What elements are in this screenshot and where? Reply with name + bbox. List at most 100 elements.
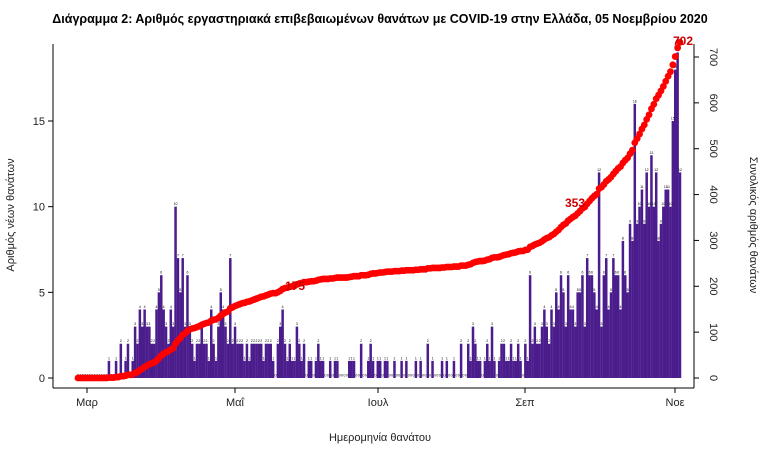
bar: [595, 309, 598, 378]
bar: [490, 326, 494, 378]
bar: [643, 223, 646, 378]
right-tick-label: 100: [707, 323, 719, 341]
bar-value-label: 2: [206, 339, 208, 343]
bar-value-label: 4: [282, 305, 284, 309]
bar-value-label: 3: [279, 322, 281, 326]
bar: [638, 206, 641, 378]
bar-value-label: 2: [501, 339, 503, 343]
bar: [647, 206, 651, 378]
bar-value-label: 1: [115, 356, 117, 360]
bar: [628, 223, 632, 378]
bar-value-label: 11: [666, 185, 670, 189]
bar-value-label: 1: [401, 356, 403, 360]
bar-value-label: 3: [234, 322, 236, 326]
bar-value-label: 9: [660, 219, 662, 223]
cumulative-point: [636, 130, 643, 138]
bar-value-label: 4: [570, 305, 572, 309]
bar-value-label: 8: [631, 236, 633, 240]
bar-value-label: 2: [236, 339, 238, 343]
bar-value-label: 2: [298, 339, 300, 343]
bar-value-label: 6: [160, 271, 162, 275]
bar-value-label: 3: [184, 322, 186, 326]
bar-value-label: 0: [436, 374, 438, 378]
bar: [631, 240, 634, 378]
x-tick-label: Μαΐ: [226, 397, 245, 409]
bar-value-label: 15: [671, 117, 675, 121]
bar: [248, 360, 251, 378]
bar-value-label: 2: [284, 339, 286, 343]
bar-value-label: 2: [191, 339, 193, 343]
bar-value-label: 2: [360, 339, 362, 343]
bar: [574, 326, 577, 378]
bar-value-label: 1: [441, 356, 443, 360]
bar: [526, 360, 529, 378]
bar: [645, 172, 648, 378]
bar-value-label: 3: [189, 322, 191, 326]
bar-value-label: 3: [165, 322, 167, 326]
bar: [383, 360, 387, 378]
bar-value-label: 5: [577, 288, 579, 292]
bar-value-label: 0: [439, 374, 441, 378]
bar-value-label: 1: [108, 356, 110, 360]
bar-value-label: 4: [170, 305, 172, 309]
bar: [271, 360, 275, 378]
bar: [307, 360, 311, 378]
left-tick-label: 10: [33, 202, 45, 214]
bar: [609, 292, 613, 378]
bar-value-label: 0: [363, 374, 365, 378]
bar-value-label: 1: [446, 356, 448, 360]
x-tick-label: Σεπ: [515, 397, 535, 409]
bar-value-label: 4: [608, 305, 610, 309]
bar-value-label: 1: [453, 356, 455, 360]
bar-value-label: 0: [434, 374, 436, 378]
bar: [224, 326, 227, 378]
x-tick-label: Ιουλ: [368, 397, 389, 409]
bar-value-label: 0: [465, 374, 467, 378]
bar-value-label: 9: [629, 219, 631, 223]
bar-value-label: 4: [572, 305, 574, 309]
bar-value-label: 1: [420, 356, 422, 360]
bar-value-label: 9: [636, 219, 638, 223]
bar-value-label: 2: [203, 339, 205, 343]
bar: [578, 292, 582, 378]
bar-value-label: 6: [591, 271, 593, 275]
bar: [314, 360, 318, 378]
bar: [145, 326, 149, 378]
bar: [602, 275, 606, 378]
x-axis-label: Ημερομηνία θανάτου: [329, 432, 431, 444]
bar-value-label: 0: [422, 374, 424, 378]
bar-value-label: 1: [132, 356, 134, 360]
bar-value-label: 1: [493, 356, 495, 360]
bar: [200, 326, 203, 378]
bar-value-label: 3: [541, 322, 543, 326]
bar-value-label: 2: [548, 339, 550, 343]
bar: [160, 275, 163, 378]
bar-value-label: 5: [610, 288, 612, 292]
bar: [493, 360, 496, 378]
bar-value-label: 6: [186, 271, 188, 275]
bar-value-label: 11: [664, 185, 668, 189]
bar-value-label: 0: [346, 374, 348, 378]
bar-value-label: 1: [308, 356, 310, 360]
cumulative-point: [671, 53, 679, 60]
bar: [581, 275, 584, 378]
bar-value-label: 1: [353, 356, 355, 360]
right-tick-label: 600: [707, 94, 719, 112]
bar: [309, 360, 313, 378]
bar: [500, 343, 503, 378]
bar-value-label: 2: [517, 339, 519, 343]
bar-value-label: 3: [134, 322, 136, 326]
bar-value-label: 0: [374, 374, 376, 378]
chart-title: Διάγραμμα 2: Αριθμός εργαστηριακά επιβεβ…: [52, 12, 707, 26]
bar: [676, 52, 679, 378]
bar: [550, 309, 553, 378]
bar: [559, 275, 563, 378]
bar: [557, 309, 560, 378]
bar-value-label: 0: [455, 374, 457, 378]
bar: [262, 360, 265, 378]
bar-value-label: 7: [182, 254, 184, 258]
bar: [333, 360, 337, 378]
bar: [257, 343, 261, 378]
bar-value-label: 1: [479, 356, 481, 360]
bar: [621, 240, 625, 378]
